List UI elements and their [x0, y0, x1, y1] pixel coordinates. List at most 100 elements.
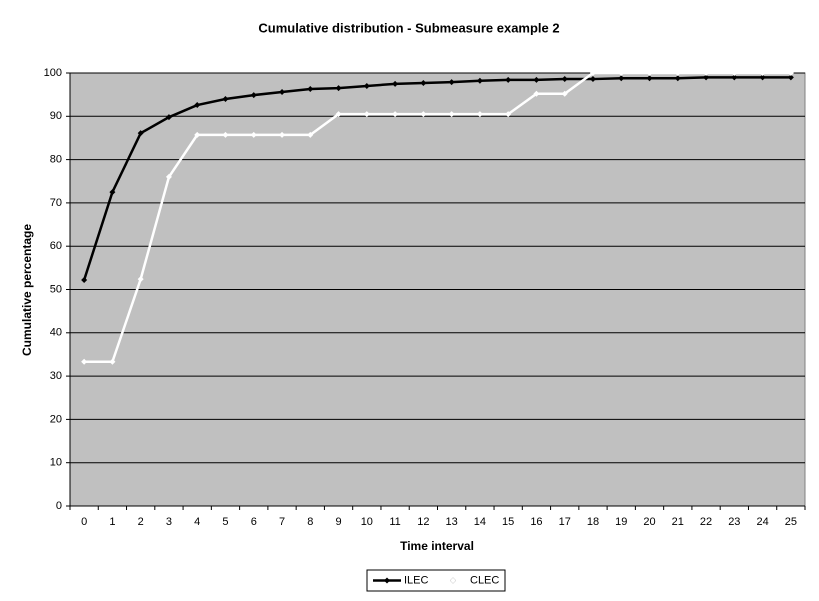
x-tick-label: 18 — [587, 516, 599, 528]
point-marker — [392, 111, 399, 118]
x-tick-label: 5 — [222, 516, 228, 528]
x-tick-label: 17 — [559, 516, 571, 528]
point-marker — [109, 189, 116, 196]
x-tick-label: 20 — [643, 516, 655, 528]
point-marker — [448, 79, 455, 86]
x-tick-label: 12 — [417, 516, 429, 528]
point-marker — [618, 70, 625, 76]
point-marker — [561, 76, 568, 83]
y-tick-label: 90 — [50, 110, 62, 122]
chart-title: Cumulative distribution - Submeasure exa… — [258, 20, 559, 35]
legend-label: CLEC — [470, 574, 499, 586]
x-tick-label: 21 — [672, 516, 684, 528]
x-tick-label: 3 — [166, 516, 172, 528]
x-axis-title: Time interval — [400, 539, 474, 553]
point-marker — [222, 95, 229, 102]
y-tick-label: 30 — [50, 370, 62, 382]
point-marker — [194, 131, 201, 138]
point-marker — [505, 111, 512, 118]
point-marker — [476, 77, 483, 84]
x-tick-label: 4 — [194, 516, 200, 528]
point-marker — [759, 74, 766, 81]
point-marker — [363, 82, 370, 89]
point-marker — [448, 111, 455, 118]
y-tick-label: 0 — [56, 500, 62, 512]
x-tick-label: 9 — [335, 516, 341, 528]
point-marker — [109, 358, 116, 365]
series-line — [84, 71, 791, 364]
y-tick-label: 40 — [50, 327, 62, 339]
point-marker — [731, 74, 738, 81]
point-marker — [81, 276, 88, 283]
point-marker — [420, 111, 427, 118]
point-marker — [618, 75, 625, 82]
y-tick-label: 60 — [50, 240, 62, 252]
point-marker — [674, 75, 681, 82]
point-marker — [533, 90, 540, 97]
point-marker — [533, 76, 540, 83]
point-marker — [420, 79, 427, 86]
point-marker — [703, 74, 710, 81]
point-marker — [279, 89, 286, 96]
y-tick-label: 100 — [44, 67, 62, 79]
x-tick-label: 0 — [81, 516, 87, 528]
y-tick-label: 70 — [50, 197, 62, 209]
point-marker — [589, 70, 596, 76]
point-marker — [787, 74, 794, 81]
series-line — [82, 76, 791, 281]
point-marker — [731, 70, 738, 76]
x-tick-label: 10 — [361, 516, 373, 528]
point-marker — [307, 86, 314, 93]
point-marker — [363, 111, 370, 118]
x-tick-label: 13 — [446, 516, 458, 528]
point-marker — [759, 70, 766, 76]
point-marker — [250, 92, 257, 99]
x-tick-label: 7 — [279, 516, 285, 528]
x-tick-label: 8 — [307, 516, 313, 528]
point-marker — [307, 131, 314, 138]
x-tick-label: 23 — [728, 516, 740, 528]
y-tick-label: 20 — [50, 413, 62, 425]
point-marker — [589, 76, 596, 83]
legend-marker — [449, 577, 457, 584]
y-tick-label: 50 — [50, 283, 62, 295]
x-tick-label: 2 — [138, 516, 144, 528]
point-marker — [165, 173, 172, 180]
x-tick-label: 25 — [785, 516, 797, 528]
legend-label: ILEC — [404, 574, 429, 586]
point-marker — [646, 70, 653, 76]
point-marker — [194, 102, 201, 109]
x-tick-label: 24 — [756, 516, 768, 528]
point-marker — [137, 276, 144, 283]
point-marker — [646, 75, 653, 82]
x-tick-label: 1 — [109, 516, 115, 528]
x-tick-label: 19 — [615, 516, 627, 528]
x-tick-label: 6 — [251, 516, 257, 528]
point-marker — [335, 85, 342, 92]
point-marker — [250, 131, 257, 138]
x-tick-label: 14 — [474, 516, 486, 528]
x-tick-label: 11 — [389, 516, 400, 528]
point-marker — [674, 70, 681, 76]
y-axis-title: Cumulative percentage — [20, 224, 34, 356]
y-tick-label: 80 — [50, 154, 62, 166]
point-marker — [279, 131, 286, 138]
x-tick-label: 22 — [700, 516, 712, 528]
point-marker — [165, 114, 172, 121]
point-marker — [335, 111, 342, 118]
point-marker — [787, 70, 794, 76]
point-marker — [561, 90, 568, 97]
point-marker — [81, 358, 88, 365]
legend-marker — [384, 577, 390, 584]
x-tick-label: 15 — [502, 516, 514, 528]
legend: ILEC CLEC — [366, 569, 506, 592]
x-tick-label: 16 — [530, 516, 542, 528]
point-marker — [476, 111, 483, 118]
point-marker — [392, 80, 399, 87]
y-tick-label: 10 — [50, 457, 62, 469]
point-marker — [137, 130, 144, 137]
point-marker — [505, 76, 512, 83]
point-marker — [222, 131, 229, 138]
legend-box — [366, 569, 506, 592]
